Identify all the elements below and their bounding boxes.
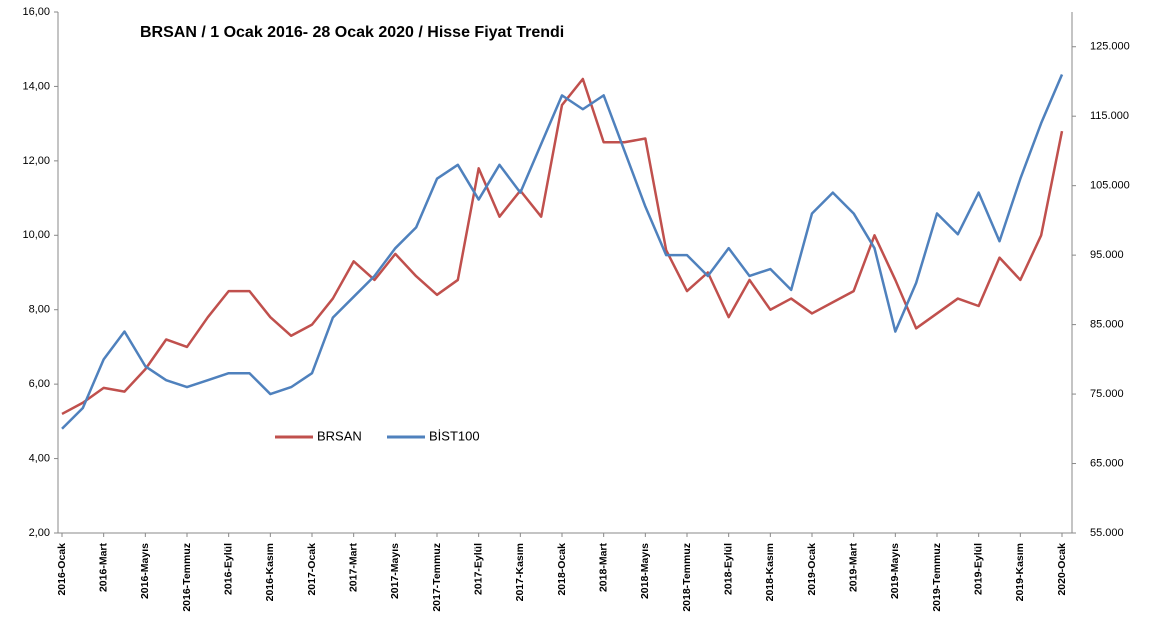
legend-label: BRSAN — [317, 428, 362, 443]
y2-tick-label: 115.000 — [1090, 110, 1129, 122]
chart-title: BRSAN / 1 Ocak 2016- 28 Ocak 2020 / Hiss… — [140, 24, 564, 41]
y2-tick-label: 95.000 — [1090, 249, 1124, 261]
x-tick-label: 2019-Ocak — [806, 543, 818, 596]
x-tick-label: 2018-Mart — [597, 543, 609, 593]
x-tick-label: 2016-Temmuz — [181, 543, 193, 612]
x-tick-label: 2016-Mayıs — [139, 543, 151, 599]
y-tick-label: 14,00 — [22, 80, 50, 92]
x-tick-label: 2018-Temmuz — [681, 543, 693, 612]
series-line — [61, 77, 1064, 416]
x-tick-label: 2016-Eylül — [222, 543, 234, 595]
x-tick-label: 2020-Ocak — [1056, 543, 1068, 596]
x-tick-label: 2017-Ocak — [306, 543, 318, 596]
x-tick-label: 2017-Eylül — [472, 543, 484, 595]
x-tick-label: 2017-Kasım — [514, 543, 526, 601]
y-tick-label: 2,00 — [29, 527, 50, 539]
x-tick-label: 2019-Mart — [847, 543, 859, 593]
x-tick-label: 2019-Mayıs — [889, 543, 901, 599]
y-tick-label: 12,00 — [22, 155, 50, 167]
y2-tick-label: 75.000 — [1090, 388, 1124, 400]
y-tick-label: 6,00 — [29, 378, 50, 390]
y2-tick-label: 65.000 — [1090, 457, 1124, 469]
x-tick-label: 2017-Temmuz — [431, 543, 443, 612]
x-tick-label: 2016-Mart — [97, 543, 109, 593]
x-tick-label: 2018-Kasım — [764, 543, 776, 601]
x-tick-label: 2019-Eylül — [972, 543, 984, 595]
x-tick-label: 2019-Kasım — [1014, 543, 1026, 601]
x-tick-label: 2018-Mayıs — [639, 543, 651, 599]
x-tick-label: 2018-Eylül — [722, 543, 734, 595]
y-tick-label: 16,00 — [22, 6, 50, 18]
x-tick-label: 2017-Mart — [347, 543, 359, 593]
x-tick-label: 2016-Kasım — [264, 543, 276, 601]
y2-tick-label: 85.000 — [1090, 319, 1124, 331]
y-tick-label: 8,00 — [29, 304, 50, 316]
legend-label: BİST100 — [429, 428, 480, 443]
x-tick-label: 2017-Mayıs — [389, 543, 401, 599]
x-tick-label: 2018-Ocak — [556, 543, 568, 596]
x-tick-label: 2019-Temmuz — [931, 543, 943, 612]
y-tick-label: 4,00 — [29, 452, 50, 464]
series-line — [61, 74, 1064, 430]
y2-tick-label: 105.000 — [1090, 180, 1130, 192]
y2-tick-label: 125.000 — [1090, 41, 1130, 53]
y2-tick-label: 55.000 — [1090, 527, 1124, 539]
y-tick-label: 10,00 — [22, 229, 50, 241]
x-tick-label: 2016-Ocak — [56, 543, 68, 596]
